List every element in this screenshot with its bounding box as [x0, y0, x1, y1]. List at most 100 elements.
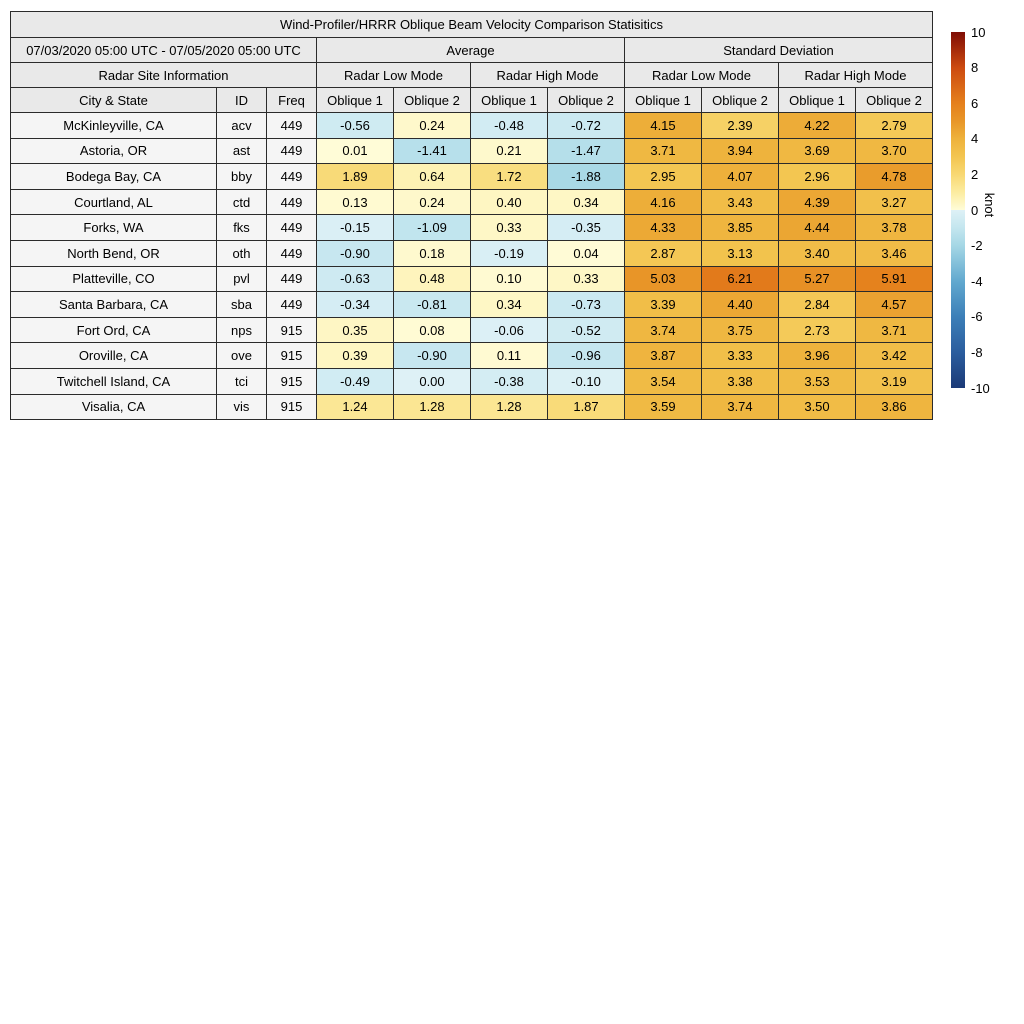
- date-range: 07/03/2020 05:00 UTC - 07/05/2020 05:00 …: [10, 37, 317, 63]
- value-cell: 4.07: [701, 163, 779, 190]
- table-row: Oroville, CA ove 915 0.39 -0.90 0.11 -0.96 3.87…: [10, 342, 933, 369]
- value-cell: 3.42: [855, 342, 933, 369]
- value-cell: 3.40: [778, 239, 856, 267]
- freq-cell: 449: [266, 112, 317, 139]
- id-cell: bby: [216, 163, 267, 190]
- value-cell: -0.06: [470, 316, 548, 344]
- city-cell: Twitchell Island, CA: [10, 367, 217, 395]
- value-cell: -1.41: [393, 137, 471, 165]
- city-cell: Oroville, CA: [10, 342, 217, 369]
- value-cell: -0.35: [547, 214, 625, 241]
- oblique2-header: Oblique 2: [701, 87, 779, 113]
- value-cell: 2.84: [778, 291, 856, 318]
- value-cell: 3.46: [855, 239, 933, 267]
- value-cell: 2.79: [855, 112, 933, 139]
- value-cell: 3.85: [701, 214, 779, 241]
- value-cell: 2.39: [701, 112, 779, 139]
- value-cell: 0.33: [470, 214, 548, 241]
- colorbar-tick-label: -6: [971, 309, 983, 325]
- value-cell: 0.18: [393, 239, 471, 267]
- freq-cell: 449: [266, 239, 317, 267]
- value-cell: 3.27: [855, 188, 933, 216]
- id-header: ID: [216, 87, 267, 113]
- value-cell: 3.53: [778, 367, 856, 395]
- value-cell: 4.22: [778, 112, 856, 139]
- value-cell: 0.21: [470, 137, 548, 165]
- oblique1-header: Oblique 1: [316, 87, 394, 113]
- value-cell: 3.19: [855, 367, 933, 395]
- value-cell: 0.48: [393, 265, 471, 293]
- value-cell: 0.35: [316, 316, 394, 344]
- group-header-row: 07/03/2020 05:00 UTC - 07/05/2020 05:00 …: [10, 37, 933, 63]
- table-row: Fort Ord, CA nps 915 0.35 0.08 -0.06 -0.52 3.74…: [10, 316, 933, 344]
- freq-cell: 449: [266, 265, 317, 293]
- id-cell: pvl: [216, 265, 267, 293]
- table-row: Platteville, CO pvl 449 -0.63 0.48 0.10 0.33 5.…: [10, 265, 933, 293]
- city-cell: Visalia, CA: [10, 393, 217, 421]
- table-row: North Bend, OR oth 449 -0.90 0.18 -0.19 0.04 2.…: [10, 239, 933, 267]
- colorbar-tick-label: 10: [971, 24, 986, 40]
- city-cell: Astoria, OR: [10, 137, 217, 165]
- value-cell: 1.89: [316, 163, 394, 190]
- table-row: Visalia, CA vis 915 1.24 1.28 1.28 1.87 3.59 3.7…: [10, 393, 933, 421]
- value-cell: 0.34: [547, 188, 625, 216]
- value-cell: 0.13: [316, 188, 394, 216]
- title-row: Wind-Profiler/HRRR Oblique Beam Velocity…: [10, 11, 933, 38]
- value-cell: -0.19: [470, 239, 548, 267]
- value-cell: 0.39: [316, 342, 394, 369]
- table-row: Bodega Bay, CA bby 449 1.89 0.64 1.72 -1.88 2.9…: [10, 163, 933, 190]
- city-cell: Fort Ord, CA: [10, 316, 217, 344]
- value-cell: 5.27: [778, 265, 856, 293]
- id-cell: sba: [216, 291, 267, 318]
- value-cell: 3.87: [624, 342, 702, 369]
- value-cell: 0.01: [316, 137, 394, 165]
- value-cell: 3.50: [778, 393, 856, 421]
- value-cell: 3.13: [701, 239, 779, 267]
- freq-cell: 915: [266, 393, 317, 421]
- value-cell: 3.39: [624, 291, 702, 318]
- avg-high-mode-header: Radar High Mode: [470, 62, 625, 88]
- id-cell: ctd: [216, 188, 267, 216]
- value-cell: -0.15: [316, 214, 394, 241]
- freq-cell: 915: [266, 316, 317, 344]
- value-cell: 0.04: [547, 239, 625, 267]
- city-cell: Platteville, CO: [10, 265, 217, 293]
- id-cell: tci: [216, 367, 267, 395]
- value-cell: 3.78: [855, 214, 933, 241]
- freq-cell: 449: [266, 214, 317, 241]
- value-cell: -1.09: [393, 214, 471, 241]
- id-cell: ast: [216, 137, 267, 165]
- table-row: Astoria, OR ast 449 0.01 -1.41 0.21 -1.47 3.71 3…: [10, 137, 933, 165]
- value-cell: 0.00: [393, 367, 471, 395]
- freq-cell: 449: [266, 188, 317, 216]
- freq-cell: 915: [266, 367, 317, 395]
- value-cell: 0.64: [393, 163, 471, 190]
- value-cell: 0.10: [470, 265, 548, 293]
- table-row: Forks, WA fks 449 -0.15 -1.09 0.33 -0.35 4.33 3.…: [10, 214, 933, 241]
- oblique1-header: Oblique 1: [624, 87, 702, 113]
- colorbar-tick-label: 8: [971, 60, 979, 76]
- value-cell: 3.96: [778, 342, 856, 369]
- oblique1-header: Oblique 1: [778, 87, 856, 113]
- value-cell: 1.72: [470, 163, 548, 190]
- value-cell: 0.24: [393, 112, 471, 139]
- value-cell: -0.96: [547, 342, 625, 369]
- value-cell: 2.73: [778, 316, 856, 344]
- value-cell: 3.71: [624, 137, 702, 165]
- freq-header: Freq: [266, 87, 317, 113]
- value-cell: 3.69: [778, 137, 856, 165]
- value-cell: 3.75: [701, 316, 779, 344]
- colorbar-tick-label: 6: [971, 95, 979, 111]
- statistics-table: Wind-Profiler/HRRR Oblique Beam Velocity…: [10, 11, 933, 421]
- value-cell: 2.87: [624, 239, 702, 267]
- value-cell: -0.56: [316, 112, 394, 139]
- value-cell: 3.54: [624, 367, 702, 395]
- id-cell: nps: [216, 316, 267, 344]
- id-cell: vis: [216, 393, 267, 421]
- table-row: Courtland, AL ctd 449 0.13 0.24 0.40 0.34 4.16 3…: [10, 188, 933, 216]
- id-cell: oth: [216, 239, 267, 267]
- value-cell: 5.91: [855, 265, 933, 293]
- value-cell: 0.08: [393, 316, 471, 344]
- value-cell: 1.87: [547, 393, 625, 421]
